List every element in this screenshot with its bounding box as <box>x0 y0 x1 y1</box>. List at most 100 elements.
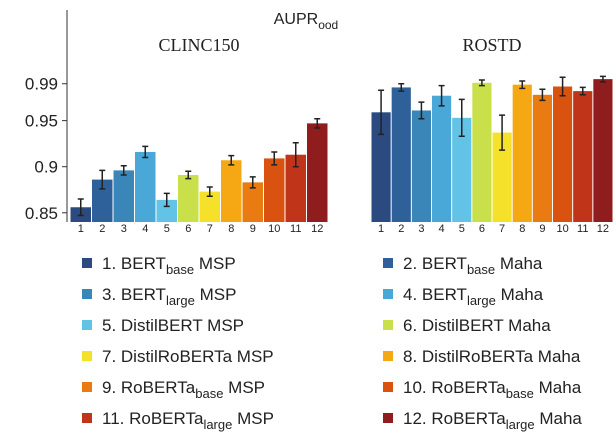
legend-name-suffix: MSP <box>195 285 237 304</box>
legend-name: 4. BERT <box>403 285 467 304</box>
bar-label: 4 <box>439 223 445 235</box>
legend-name: 9. RoBERTa <box>102 378 196 397</box>
bar <box>92 179 113 222</box>
legend-name-suffix: Maha <box>535 409 583 428</box>
legend-name: 1. BERT <box>102 254 166 273</box>
legend-swatch <box>82 320 92 330</box>
legend-name: 3. BERT <box>102 285 166 304</box>
legend-label: 11. RoBERTalarge MSP <box>102 409 274 432</box>
legend-swatch <box>383 382 393 392</box>
legend-name-suffix: MSP <box>232 409 274 428</box>
bar <box>593 79 613 222</box>
error-bar <box>77 198 84 217</box>
legend-name: 7. DistilRoBERTa MSP <box>102 347 274 366</box>
bar-label: 7 <box>499 223 505 235</box>
bar-label: 6 <box>185 223 191 235</box>
bar-label: 11 <box>290 223 301 235</box>
bar <box>307 123 328 222</box>
legend-label: 3. BERTlarge MSP <box>102 285 236 308</box>
legend-label: 12. RoBERTalarge Maha <box>403 409 582 432</box>
bar <box>411 110 431 222</box>
bar <box>532 94 552 222</box>
legend-name-sub: base <box>506 386 534 401</box>
bar-label: 8 <box>228 223 234 235</box>
error-bar <box>249 176 256 189</box>
legend-label: 5. DistilBERT MSP <box>102 316 244 335</box>
bar-label: 8 <box>519 223 525 235</box>
bar <box>285 154 306 222</box>
legend-label: 8. DistilRoBERTa Maha <box>403 347 581 366</box>
panel-title: CLINC150 <box>159 35 240 55</box>
bar-label: 2 <box>99 223 105 235</box>
legend-name-suffix: MSP <box>194 254 236 273</box>
error-bar <box>185 170 192 180</box>
bar-label: 7 <box>207 223 213 235</box>
legend-name: 2. BERT <box>403 254 467 273</box>
legend-swatch <box>383 320 393 330</box>
error-bar <box>271 151 278 166</box>
bar <box>242 182 263 222</box>
error-bar <box>599 75 606 83</box>
legend-swatch <box>383 413 393 423</box>
bar-label: 12 <box>311 223 323 235</box>
bar <box>199 191 220 222</box>
bar-label: 3 <box>418 223 424 235</box>
error-bar <box>579 86 586 96</box>
bar <box>264 158 285 222</box>
legend-label: 2. BERTbase Maha <box>403 254 543 277</box>
bar <box>573 91 593 223</box>
legend-name-sub: base <box>166 262 194 277</box>
legend-name: 12. RoBERTa <box>403 409 506 428</box>
legend-name-sub: large <box>203 417 232 432</box>
legend-label: 1. BERTbase MSP <box>102 254 236 277</box>
bar-label: 3 <box>121 223 127 235</box>
legend-name-sub: large <box>467 293 496 308</box>
legend-name: 5. DistilBERT MSP <box>102 316 244 335</box>
legend-swatch <box>82 289 92 299</box>
legend-swatch <box>82 258 92 268</box>
legend-name-sub: base <box>467 262 495 277</box>
bar <box>553 86 573 222</box>
error-bar <box>519 80 526 90</box>
bar <box>371 112 391 222</box>
bar-label: 5 <box>459 223 465 235</box>
chart-title: AUPRood <box>274 11 338 32</box>
bar <box>452 117 472 222</box>
legend-name: 11. RoBERTa <box>102 409 204 428</box>
bar-label: 9 <box>539 223 545 235</box>
error-bar <box>438 84 445 107</box>
legend-name-suffix: Maha <box>534 378 582 397</box>
bar <box>135 151 156 222</box>
bar-label: 10 <box>268 223 280 235</box>
bar <box>472 82 492 223</box>
legend-name-sub: large <box>166 293 195 308</box>
error-bar <box>398 82 405 92</box>
bar <box>512 84 532 223</box>
y-tick-label: 0.9 <box>34 158 58 177</box>
title-sub: ood <box>318 18 338 32</box>
bar <box>113 170 134 222</box>
legend-label: 9. RoBERTabase MSP <box>102 378 265 401</box>
legend-swatch <box>383 258 393 268</box>
legend-label: 4. BERTlarge Maha <box>403 285 544 308</box>
legend-swatch <box>383 289 393 299</box>
bar-label: 11 <box>577 223 588 235</box>
legend-label: 6. DistilBERT Maha <box>403 316 551 335</box>
legend-swatch <box>82 382 92 392</box>
legend-name-sub: large <box>506 417 535 432</box>
error-bar <box>478 79 485 87</box>
bar <box>492 132 512 222</box>
legend-name: 6. DistilBERT Maha <box>403 316 551 335</box>
y-tick-label: 0.85 <box>25 204 58 223</box>
error-bar <box>499 114 506 151</box>
error-bar <box>120 165 127 176</box>
error-bar <box>142 145 149 159</box>
bar-label: 1 <box>378 223 384 235</box>
legend-name-suffix: Maha <box>495 254 543 273</box>
legend-swatch <box>383 351 393 361</box>
bar <box>391 87 411 222</box>
y-tick-label: 0.95 <box>25 112 58 131</box>
error-bar <box>314 118 321 129</box>
error-bar <box>458 98 465 138</box>
